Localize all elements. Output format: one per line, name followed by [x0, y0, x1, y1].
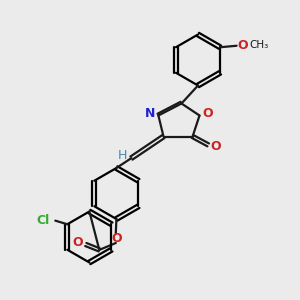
Text: H: H	[118, 149, 127, 162]
Text: N: N	[145, 107, 155, 120]
Text: Cl: Cl	[37, 214, 50, 227]
Text: O: O	[72, 236, 83, 250]
Text: O: O	[211, 140, 221, 153]
Text: O: O	[238, 39, 248, 52]
Text: O: O	[202, 107, 213, 120]
Text: CH₃: CH₃	[249, 40, 268, 50]
Text: O: O	[112, 232, 122, 245]
